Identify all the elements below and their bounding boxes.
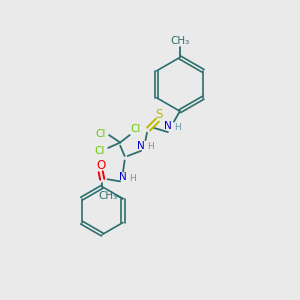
Text: N: N (119, 172, 127, 182)
Text: CH₃: CH₃ (170, 36, 190, 46)
Text: S: S (155, 108, 163, 121)
Text: O: O (96, 159, 105, 172)
Text: N: N (164, 121, 172, 131)
Text: CH₃: CH₃ (98, 191, 118, 201)
Text: H: H (129, 174, 136, 183)
Text: Cl: Cl (130, 124, 140, 134)
Text: Cl: Cl (94, 146, 104, 157)
Text: Cl: Cl (95, 129, 106, 139)
Text: H: H (174, 123, 181, 132)
Text: N: N (137, 140, 145, 151)
Text: H: H (148, 142, 154, 151)
